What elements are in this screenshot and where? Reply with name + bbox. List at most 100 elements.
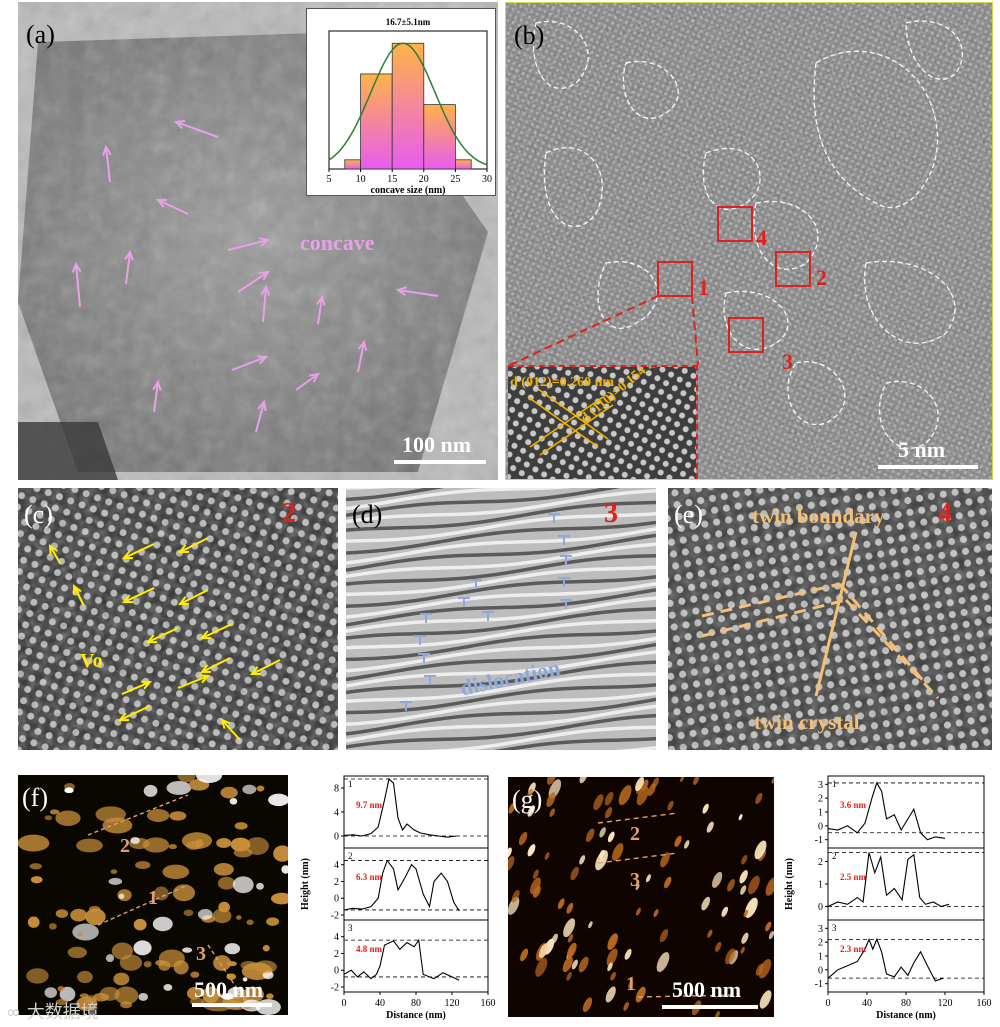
profile-height-label: 2.5 nm bbox=[840, 872, 867, 882]
concave-arrow bbox=[260, 284, 271, 323]
dislocation-symbol bbox=[424, 675, 436, 685]
dislocation-symbol bbox=[560, 599, 572, 609]
vo-arrow bbox=[220, 718, 241, 741]
histogram-bar bbox=[423, 104, 456, 170]
histogram-bar bbox=[344, 159, 361, 170]
profile-xlabel: Distance (nm) bbox=[876, 1010, 936, 1021]
profile-xlabel: Distance (nm) bbox=[386, 1010, 446, 1021]
profile-ytick: -2 bbox=[331, 982, 339, 993]
scale-label-b: 5 nm bbox=[898, 437, 946, 462]
dislocation-symbol bbox=[560, 555, 572, 565]
afm-g-line-1: 1 bbox=[626, 973, 636, 995]
profile-subplot-id: 3 bbox=[832, 923, 837, 933]
profile-height-label: 4.8 nm bbox=[356, 944, 383, 954]
profile-xtick: 80 bbox=[411, 998, 421, 1009]
profile-xtick: 40 bbox=[375, 998, 385, 1009]
vo-arrow bbox=[121, 587, 155, 604]
concave-arrow bbox=[231, 355, 269, 371]
dislocation-symbol bbox=[558, 535, 570, 545]
profile-height-label: 3.6 nm bbox=[840, 800, 867, 810]
vo-arrow bbox=[121, 543, 155, 560]
profile-ytick: -1 bbox=[815, 979, 823, 990]
concave-arrow bbox=[152, 379, 162, 413]
histogram-title: 16.7±5.1nm bbox=[386, 17, 431, 27]
dislocation-symbols bbox=[400, 513, 572, 711]
profile-lines-g bbox=[597, 812, 739, 998]
region-number-1: 1 bbox=[698, 275, 709, 300]
watermark: ∞ 大数据境 bbox=[6, 998, 99, 1024]
scale-bar-f bbox=[192, 1003, 272, 1007]
profile-line bbox=[343, 859, 460, 912]
histogram-chart: 5 10 15 20 25 30 16.7±5.1nm concave size (nm) bbox=[327, 17, 493, 196]
profile-ytick: 3 bbox=[818, 780, 823, 791]
profile-line bbox=[827, 781, 946, 841]
profile-subplot-id: 3 bbox=[348, 923, 353, 933]
twin-boundary-label: twin boundary bbox=[752, 504, 885, 528]
concave-arrow bbox=[227, 237, 271, 251]
histogram-tick-label: 5 bbox=[327, 174, 332, 185]
profile-ytick: 1 bbox=[818, 880, 823, 891]
profile-xtick: 120 bbox=[938, 998, 953, 1009]
dislocation-symbol bbox=[558, 577, 570, 587]
panel-label-d: (d) bbox=[352, 500, 383, 529]
profile-height-label: 6.3 nm bbox=[356, 872, 383, 882]
dislocation-symbol bbox=[400, 701, 412, 711]
afm-g-line-3: 3 bbox=[630, 869, 640, 891]
dislocation-symbol bbox=[482, 611, 494, 621]
panel-e-image: (e) 4 twin boundary twin crystal bbox=[668, 488, 992, 750]
scale-label-g: 500 nm bbox=[672, 977, 742, 1002]
panel-number-d: 3 bbox=[604, 498, 618, 529]
histogram-tick-label: 30 bbox=[482, 174, 492, 185]
scale-bar-a bbox=[394, 460, 486, 464]
profile-ytick: 1 bbox=[818, 808, 823, 819]
concave-arrows bbox=[71, 120, 439, 433]
panel-label-g: (g) bbox=[512, 785, 543, 814]
region-box-1 bbox=[657, 261, 693, 297]
profile-xtick: 120 bbox=[445, 998, 460, 1009]
profile-ytick: 0 bbox=[334, 894, 339, 905]
region-number-2: 2 bbox=[816, 265, 827, 290]
histogram-bar bbox=[454, 159, 472, 170]
profile-ytick: 3 bbox=[818, 924, 823, 935]
twin-crystal-label: twin crystal bbox=[754, 710, 860, 734]
histogram-tick-label: 10 bbox=[356, 174, 366, 185]
panel-f-afm-image: (f) 1 2 3 500 nm bbox=[18, 775, 288, 1015]
dislocation-symbol bbox=[414, 635, 426, 645]
scale-bar-b bbox=[878, 465, 978, 469]
vo-arrow bbox=[145, 627, 179, 644]
watermark-text: 大数据境 bbox=[26, 1002, 99, 1023]
profile-xtick: 80 bbox=[901, 998, 911, 1009]
profile-subplot-id: 1 bbox=[348, 779, 353, 789]
histogram-bar bbox=[391, 42, 425, 170]
vo-label: Vo bbox=[80, 650, 103, 672]
profile-lines-f bbox=[87, 794, 249, 1006]
profile-ytick: 2 bbox=[818, 794, 823, 805]
vo-arrow bbox=[121, 680, 153, 695]
profile-height-label: 9.7 nm bbox=[356, 800, 383, 810]
panel-d-ifft-image: (d) 3 dislocation bbox=[346, 488, 656, 750]
vo-arrow bbox=[177, 589, 209, 606]
fringe-pattern bbox=[346, 488, 656, 750]
vo-arrow bbox=[48, 544, 61, 564]
vo-arrow bbox=[177, 674, 211, 689]
panel-label-e: (e) bbox=[674, 500, 703, 529]
vo-arrow bbox=[199, 657, 231, 674]
oxygen-vacancy-arrows bbox=[48, 537, 281, 741]
d-spacing-012: d (012)=0.260 nm bbox=[510, 375, 615, 390]
profile-line bbox=[343, 777, 457, 838]
height-profile-g: -1 0 1 2 3 1 3.6 nm 0 1 2 2 2.5 nm -1 0 1 2 3 3 2.3 nm 0 40 8… bbox=[780, 770, 992, 1022]
concave-label: concave bbox=[300, 230, 375, 255]
scale-label-f: 500 nm bbox=[194, 977, 264, 1002]
panel-label-f: (f) bbox=[22, 783, 48, 812]
profile-ytick: 0 bbox=[818, 821, 823, 832]
watermark-icon: ∞ bbox=[6, 1002, 27, 1023]
dislocation-symbol bbox=[418, 653, 430, 663]
panel-a-tem-image: (a) concave 100 nm 5 10 15 20 25 30 16.7±5.1nm… bbox=[18, 2, 498, 480]
vo-arrow bbox=[177, 537, 209, 554]
profile-subplot-id: 1 bbox=[832, 779, 837, 789]
profile-line bbox=[343, 938, 460, 981]
panel-label-b: (b) bbox=[514, 21, 545, 50]
afm-f-line-3: 3 bbox=[196, 943, 206, 965]
afm-topography-g bbox=[508, 777, 774, 1017]
